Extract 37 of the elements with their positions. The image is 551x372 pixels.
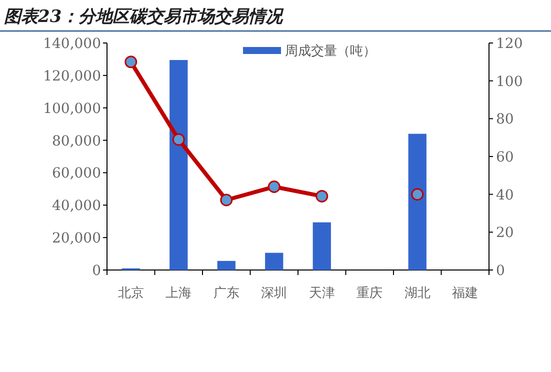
x-tick-label: 上海 — [166, 286, 192, 301]
x-tick-label: 北京 — [118, 286, 144, 301]
y-tick-label: 60,000 — [52, 166, 101, 182]
point — [268, 180, 280, 194]
y2-tick-label: 80 — [496, 112, 514, 128]
bar — [265, 252, 284, 270]
point — [316, 190, 328, 202]
y2-tick-label: 120 — [496, 36, 523, 52]
legend-label: 周成交量（吨） — [285, 43, 376, 59]
x-tick-label: 重庆 — [356, 286, 383, 301]
y2-tick-label: 100 — [496, 74, 523, 90]
y2-tick-label: 0 — [496, 263, 505, 279]
y-tick-label: 20,000 — [52, 230, 101, 247]
bar — [170, 60, 188, 270]
x-tick-label: 广东 — [213, 286, 240, 301]
y-tick-label: 100,000 — [43, 100, 101, 117]
y-tick-label: 120,000 — [43, 68, 101, 84]
y-tick-label: 80,000 — [52, 133, 101, 150]
bar — [217, 260, 236, 270]
bar — [408, 134, 426, 270]
legend: 周成交量（吨） — [243, 44, 376, 59]
y2-tick-label: 40 — [496, 187, 514, 204]
x-tick-label: 天津 — [308, 286, 335, 301]
y-tick-label: 140,000 — [43, 36, 101, 52]
x-tick-label: 湖北 — [404, 286, 430, 301]
point — [411, 188, 424, 201]
y-tick-label: 40,000 — [52, 198, 101, 214]
y2-tick-label: 20 — [496, 225, 514, 242]
y2-tick-label: 60 — [496, 150, 514, 166]
point — [172, 133, 185, 146]
y-tick-label: 0 — [92, 263, 101, 279]
point — [124, 56, 138, 68]
bar — [312, 222, 331, 270]
x-tick-label: 福建 — [452, 286, 478, 301]
chart-title: 图表23：分地区碳交易市场交易情况 — [4, 7, 285, 27]
point — [220, 194, 233, 206]
x-tick-label: 深圳 — [261, 286, 288, 301]
